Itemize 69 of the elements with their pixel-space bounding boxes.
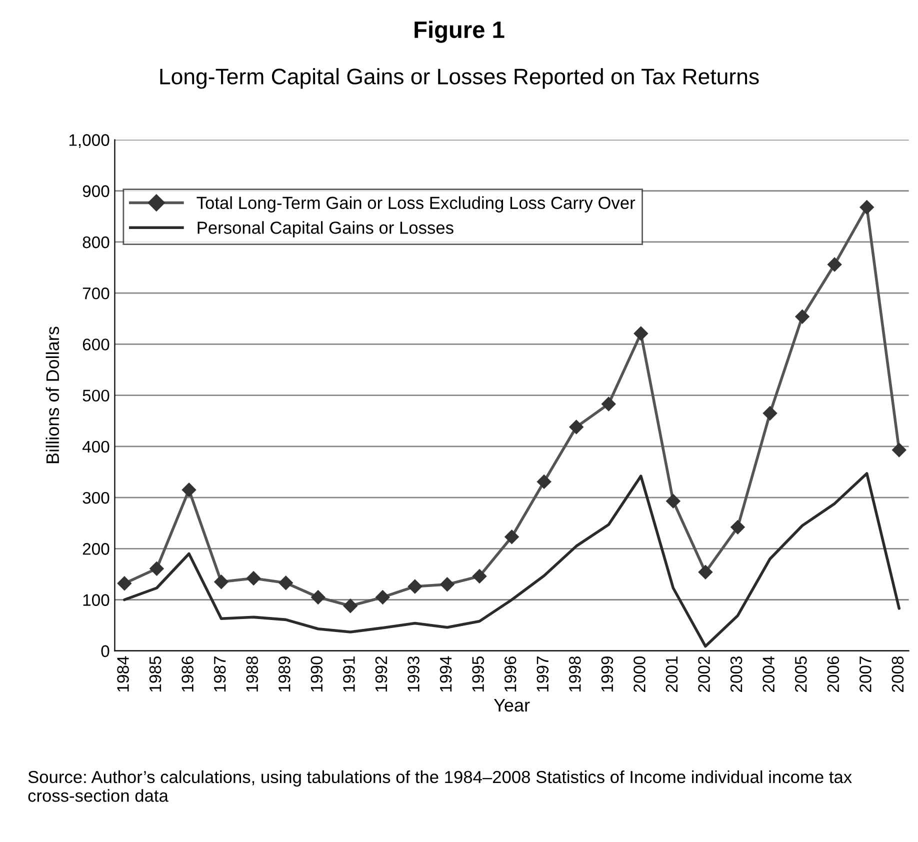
point: [859, 200, 874, 215]
point: [214, 574, 229, 590]
y-tick-label: 900: [82, 185, 110, 198]
chart-subtitle: Long-Term Capital Gains or Losses Reported on Tax Returns: [160, 68, 759, 89]
y-tick-label: 400: [82, 440, 110, 453]
chart-title: Figure 1: [414, 20, 504, 43]
y-tick-label: 0: [101, 645, 110, 658]
x-tick-label: 2005: [794, 656, 807, 692]
x-tick-label: 1997: [536, 656, 549, 692]
x-tick-label: 2006: [827, 656, 840, 692]
x-tick-label: 1989: [278, 656, 290, 692]
point: [601, 396, 616, 412]
point: [892, 442, 906, 458]
point: [246, 570, 261, 586]
x-axis-title: Year: [494, 699, 530, 712]
x-tick-label: 2004: [762, 656, 774, 692]
y-tick-label: 1,000: [69, 134, 110, 148]
x-tick-label: 2000: [634, 656, 646, 692]
y-tick-label: 500: [82, 390, 110, 402]
point: [149, 561, 164, 576]
x-tick-label: 2001: [666, 656, 678, 692]
point: [634, 326, 648, 341]
x-tick-label: 1985: [149, 656, 162, 692]
y-tick-label: 700: [82, 288, 110, 300]
point: [568, 420, 584, 434]
x-tick-label: 1995: [472, 656, 484, 692]
point: [504, 530, 520, 544]
x-tick-label: 1986: [182, 656, 194, 692]
y-axis-title: Billions of Dollars: [46, 326, 60, 464]
y-tick-label: 800: [82, 236, 110, 248]
point: [762, 406, 778, 421]
source-note: Source: Author’s calculations, using tabulations of the 1984–2008 Statistics of Income individual income tax cross-section data: [28, 770, 852, 802]
y-tick-label: 600: [82, 338, 110, 350]
point: [343, 598, 358, 614]
x-tick-label: 1993: [408, 656, 420, 692]
point: [794, 309, 810, 324]
point: [278, 576, 294, 590]
point: [472, 568, 487, 584]
x-tick-label: 1994: [440, 656, 452, 692]
point: [698, 564, 713, 580]
point: [117, 576, 132, 591]
x-tick-label: 1987: [214, 656, 226, 692]
x-tick-label: 1998: [569, 656, 581, 692]
x-tick-label: 2002: [698, 656, 710, 692]
point: [666, 494, 681, 508]
point: [440, 577, 455, 592]
x-tick-label: 1999: [601, 656, 614, 692]
y-tick-label: 300: [82, 492, 110, 504]
x-tick-label: 2003: [730, 656, 742, 692]
point: [827, 257, 842, 272]
point: [182, 482, 196, 498]
x-tick-label: 1984: [117, 656, 129, 692]
line-series: [123, 472, 901, 648]
x-tick-label: 1996: [504, 656, 516, 692]
point: [375, 590, 390, 605]
x-tick-label: 2008: [892, 656, 904, 692]
point: [310, 590, 326, 605]
y-tick-label: 100: [83, 594, 110, 606]
x-tick-label: 1992: [375, 656, 388, 692]
point: [536, 474, 552, 490]
point: [730, 520, 746, 535]
y-tick-label: 200: [82, 543, 110, 555]
legend-label: Personal Capital Gains or Losses: [198, 221, 454, 238]
x-tick-label: 2007: [860, 656, 872, 692]
x-tick-label: 1991: [343, 656, 355, 692]
x-tick-label: 1988: [246, 656, 258, 692]
point: [408, 579, 422, 594]
x-tick-label: 1990: [310, 656, 323, 692]
legend-label: Total Long-Term Gain or Loss Excluding Loss Carry Over: [196, 196, 636, 212]
